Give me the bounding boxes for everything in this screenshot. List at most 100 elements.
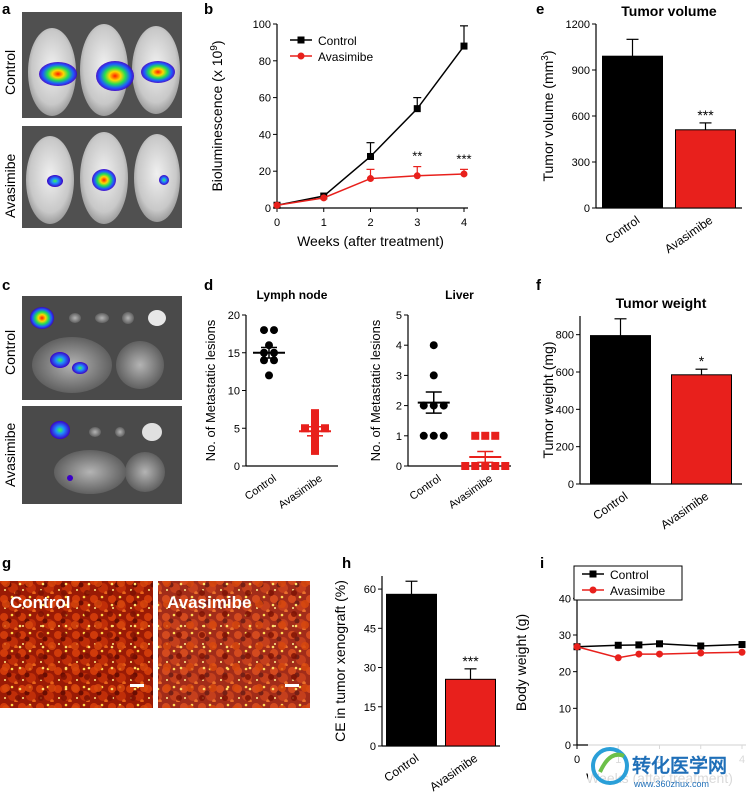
data-point — [265, 371, 273, 380]
bioluminescence-signal — [39, 62, 77, 86]
watermark-logo-icon — [591, 747, 629, 785]
panel-a-row-label-control: Control — [2, 50, 18, 95]
data-point — [311, 446, 319, 455]
y-tick-label: 600 — [572, 111, 590, 123]
legend-marker — [589, 570, 597, 578]
series-line — [576, 646, 743, 659]
data-point — [481, 431, 490, 440]
panel-g: g Control Avasimibe — [0, 555, 310, 708]
data-point — [301, 424, 309, 433]
x-tick-label: Avasimibe — [662, 213, 715, 256]
data-point — [429, 371, 438, 380]
y-tick-label: 20 — [228, 310, 240, 322]
data-point — [656, 640, 663, 648]
y-tick-label: 800 — [556, 330, 574, 342]
y-tick-label: 4 — [396, 340, 402, 352]
data-point — [738, 648, 746, 656]
bioluminescence-signal — [159, 175, 169, 185]
bar — [602, 55, 663, 209]
organ-signal — [67, 475, 73, 481]
y-tick-label: 5 — [396, 310, 402, 322]
y-tick-label: 10 — [559, 703, 571, 715]
data-point — [471, 462, 480, 470]
bioluminescence-signal — [96, 61, 134, 91]
y-tick-label: 0 — [584, 203, 590, 215]
data-point — [439, 431, 448, 440]
organ-signal — [30, 307, 54, 329]
y-tick-label: 0 — [568, 479, 574, 491]
x-tick-label: 0 — [274, 217, 280, 229]
x-tick-label: Avasimibe — [427, 751, 480, 794]
bioluminescence-signal — [92, 169, 116, 191]
data-point — [367, 152, 374, 160]
legend-marker — [589, 586, 597, 594]
y-tick-label: 40 — [259, 129, 271, 141]
x-tick-label: Control — [590, 489, 630, 523]
significance-label: * — [699, 353, 705, 369]
significance-label: *** — [456, 151, 471, 166]
significance-label: *** — [697, 107, 714, 123]
data-point — [656, 650, 663, 658]
x-tick-label: Avasimibe — [447, 473, 495, 512]
panel-e-bar-chart: 0 300 600 900 1200 Control *** Avasimibe Tumor v… — [540, 3, 742, 256]
data-point — [635, 641, 643, 649]
bar — [386, 593, 437, 747]
significance-label: ** — [412, 149, 422, 164]
x-tick-label: 3 — [414, 217, 420, 229]
panel-h-bar-chart: 0 15 30 45 60 Control *** Avasimibe CE in tumor … — [332, 576, 500, 794]
organ — [95, 313, 109, 323]
panel-a-row-label-avasimibe: Avasimibe — [2, 153, 18, 218]
x-tick-label: Control — [381, 751, 421, 785]
data-point — [501, 462, 510, 470]
panel-c-row-label-avasimibe: Avasimibe — [2, 422, 18, 487]
organ — [148, 310, 166, 326]
data-point — [491, 431, 500, 440]
data-point — [273, 201, 281, 209]
x-tick-label: 4 — [461, 217, 467, 229]
y-axis-label: No. of Metastatic lesions — [203, 319, 218, 461]
data-point — [471, 431, 480, 440]
y-tick-label: 5 — [234, 423, 240, 435]
bioluminescence-signal — [47, 175, 63, 187]
data-point — [429, 431, 438, 440]
bioluminescence-signal — [141, 61, 175, 83]
chart-title: Tumor volume — [621, 3, 717, 19]
panel-f-bar-chart: 0 200 400 600 800 Control * Avasimibe Tumor weig… — [540, 295, 742, 532]
chart-title: Tumor weight — [616, 295, 707, 311]
data-point — [419, 431, 428, 440]
image-label-control: Control — [10, 593, 70, 612]
data-point — [311, 439, 319, 448]
legend-label: Control — [318, 34, 357, 48]
data-point — [413, 105, 421, 113]
panel-c: c Control Avasimibe — [2, 277, 182, 504]
data-point — [635, 650, 643, 658]
data-point — [573, 643, 581, 651]
bar — [590, 335, 651, 485]
data-point — [320, 194, 328, 202]
data-point — [697, 642, 705, 650]
organ — [69, 313, 81, 323]
y-tick-label: 0 — [370, 741, 376, 753]
y-tick-label: 60 — [364, 584, 376, 596]
y-tick-label: 15 — [364, 702, 376, 714]
organ — [89, 427, 101, 437]
panel-letter-a: a — [2, 1, 11, 18]
y-tick-label: 400 — [556, 404, 574, 416]
x-tick-label: Avasimibe — [276, 473, 324, 512]
y-tick-label: 30 — [364, 663, 376, 675]
panel-letter-i: i — [540, 555, 544, 572]
y-tick-label: 80 — [259, 56, 271, 68]
y-axis-label: CE in tumor xenograft (%) — [332, 580, 348, 742]
fluorescence-overlay — [0, 581, 153, 708]
organ — [116, 341, 164, 389]
watermark-url: www.360zhux.com — [633, 779, 709, 789]
data-point — [419, 401, 428, 410]
data-point — [439, 401, 448, 410]
legend-marker — [297, 36, 305, 44]
x-tick-label: 2 — [367, 217, 373, 229]
fluorescence-overlay — [158, 581, 310, 708]
organ-signal — [50, 421, 70, 439]
y-axis-label: Bioluminescence (x 109) — [209, 40, 225, 191]
y-tick-label: 30 — [559, 630, 571, 642]
